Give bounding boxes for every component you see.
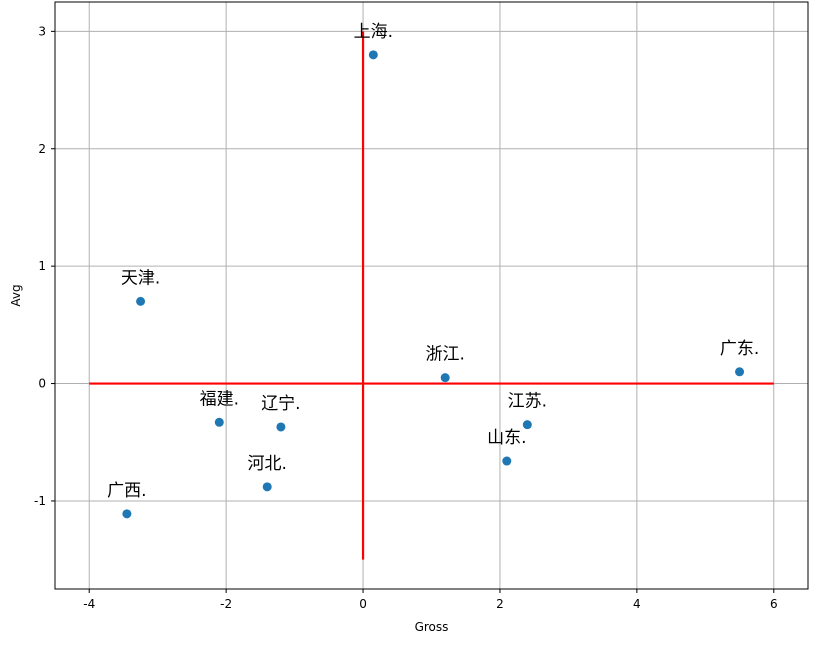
x-tick-label: 6 (770, 597, 778, 611)
axis-ticks: -4 -2 0 2 4 6 -1 0 1 2 3 (34, 24, 778, 611)
x-tick-label: -2 (220, 597, 232, 611)
y-tick-label: -1 (34, 494, 46, 508)
data-point (502, 456, 512, 466)
x-axis-label: Gross (415, 620, 449, 634)
data-point-label: 浙江. (425, 345, 464, 365)
x-tick-label: 0 (359, 597, 367, 611)
data-point (735, 367, 745, 377)
grid (55, 2, 808, 589)
x-tick-label: 2 (496, 597, 504, 611)
y-tick-label: 1 (38, 259, 46, 273)
data-point (214, 417, 224, 427)
data-point (440, 373, 450, 383)
data-point-label: 天津. (121, 268, 160, 288)
data-point-label: 上海. (354, 22, 393, 42)
y-tick-label: 3 (38, 24, 46, 38)
reference-lines (89, 31, 774, 560)
data-point-label: 江苏. (508, 392, 547, 412)
data-point (522, 420, 532, 430)
data-point (136, 296, 146, 306)
x-tick-label: 4 (633, 597, 641, 611)
point-labels: 上海. 天津. 浙江. 广东. 福建. 辽宁. 江苏. 山东. 河北. 广西. (107, 22, 759, 501)
y-tick-label: 2 (38, 142, 46, 156)
data-point (276, 422, 286, 432)
data-point (262, 482, 272, 492)
data-point-label: 广西. (107, 481, 146, 501)
plot-frame (54, 1, 809, 590)
x-tick-label: -4 (83, 597, 95, 611)
data-points (122, 50, 745, 519)
data-point (122, 509, 132, 519)
data-point-label: 福建. (200, 389, 239, 409)
data-point (368, 50, 378, 60)
y-axis-label: Avg (9, 284, 23, 306)
data-point-label: 广东. (720, 339, 759, 359)
data-point-label: 山东. (487, 428, 526, 448)
data-point-label: 辽宁. (261, 394, 300, 414)
y-tick-label: 0 (38, 377, 46, 391)
data-point-label: 河北. (248, 454, 287, 474)
